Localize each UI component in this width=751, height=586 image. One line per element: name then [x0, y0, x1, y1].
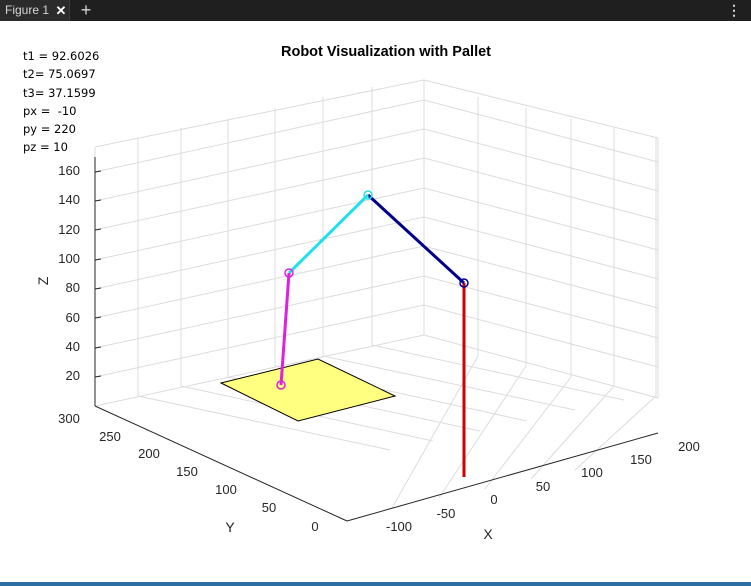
z-tick-label: 80: [66, 280, 80, 295]
grid-lines: [94, 79, 659, 509]
annotation-t2: t2= 75.0697: [23, 67, 96, 82]
y-tick-label: 0: [311, 519, 318, 534]
y-tick-label: 50: [262, 500, 276, 515]
window-bottom-border: [0, 582, 751, 586]
y-tick-label: 150: [176, 464, 198, 479]
annotation-py: py = 220: [23, 122, 77, 137]
more-options-icon[interactable]: ⋮: [727, 2, 741, 18]
joint-marker: [284, 268, 294, 278]
robot-arm: [276, 190, 469, 477]
y-tick-label: 300: [58, 411, 80, 426]
annotation-t3: t3= 37.1599: [23, 85, 96, 100]
joint-marker: [363, 190, 373, 200]
x-axis-label: X: [483, 526, 493, 542]
z-axis-label: Z: [35, 276, 51, 285]
x-tick-label: 0: [490, 492, 497, 507]
y-tick-label: 250: [99, 429, 121, 444]
annotation-px: px = -10: [23, 103, 77, 118]
z-tick-label: 20: [66, 368, 80, 383]
y-axis-label: Y: [225, 519, 235, 535]
new-tab-button[interactable]: +: [80, 0, 92, 20]
x-tick-label: 200: [678, 439, 700, 454]
z-tick-label: 160: [58, 163, 80, 178]
chart-title: Robot Visualization with Pallet: [281, 44, 491, 60]
tab-figure-1[interactable]: Figure 1 ✕: [0, 0, 70, 21]
y-tick-label: 100: [215, 482, 237, 497]
joint-info-panel: t1 = 92.6026 t2= 75.0697 t3= 37.1599 px …: [23, 47, 99, 157]
link-2: [287, 193, 370, 275]
x-tick-label: -100: [386, 519, 412, 534]
z-tick-label: 100: [58, 251, 80, 266]
link-1: [366, 193, 466, 285]
axes: [94, 157, 659, 522]
annotation-t1: t1 = 92.6026: [23, 49, 100, 63]
tab-figure-1-label: Figure 1: [5, 3, 50, 17]
z-tick-label: 140: [58, 192, 80, 207]
x-tick-label: -50: [437, 506, 456, 521]
end-effector-marker: [276, 380, 286, 390]
tick-marks: [94, 170, 102, 378]
z-tick-label: 60: [66, 310, 80, 325]
joint-marker: [459, 278, 469, 288]
x-tick-label: 100: [581, 465, 603, 480]
y-tick-label: 200: [138, 446, 160, 461]
figure-tab-bar: Figure 1 ✕ + ⋮: [0, 0, 751, 21]
link-3: [279, 272, 291, 386]
close-icon[interactable]: ✕: [55, 3, 67, 18]
pallet: [219, 358, 397, 422]
y-tick-labels: 0 50 100 150 200 250 300: [58, 411, 318, 534]
z-tick-label: 40: [66, 339, 80, 354]
x-tick-label: 150: [630, 452, 652, 467]
figure-canvas: [0, 21, 751, 582]
x-tick-label: 50: [536, 479, 550, 494]
z-tick-labels: 20 40 60 80 100 120 140 160: [58, 163, 80, 383]
z-tick-label: 120: [58, 222, 80, 237]
x-tick-labels: -100 -50 0 50 100 150 200: [386, 439, 700, 534]
annotation-pz: pz = 10: [23, 140, 68, 155]
